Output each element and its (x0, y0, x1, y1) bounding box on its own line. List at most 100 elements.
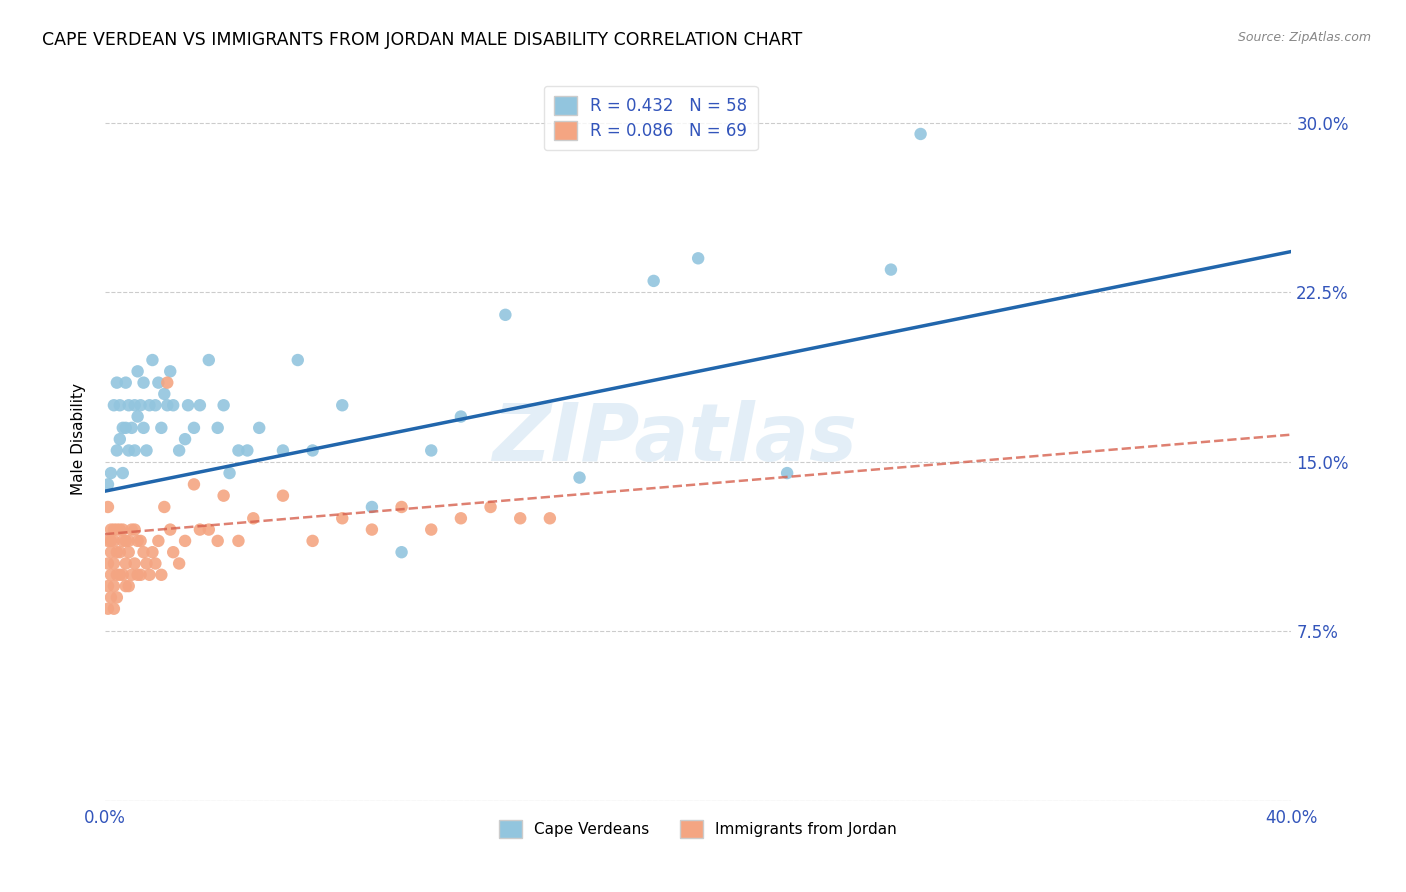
Point (132, 545, 155, 559)
Point (127, 409, 149, 424)
Point (108, 523, 131, 537)
Point (97, 557, 120, 571)
Point (111, 466, 134, 480)
Point (103, 523, 125, 537)
Point (162, 545, 184, 559)
Point (236, 443, 259, 458)
Point (183, 421, 205, 435)
Point (100, 591, 122, 605)
Point (242, 511, 264, 525)
Point (183, 477, 205, 491)
Point (688, 252, 710, 266)
Point (100, 545, 122, 559)
Point (108, 567, 131, 582)
Point (162, 398, 184, 412)
Point (198, 353, 221, 368)
Point (247, 421, 270, 435)
Text: CAPE VERDEAN VS IMMIGRANTS FROM JORDAN MALE DISABILITY CORRELATION CHART: CAPE VERDEAN VS IMMIGRANTS FROM JORDAN M… (42, 31, 803, 49)
Point (450, 511, 472, 525)
Point (103, 579, 125, 593)
Point (103, 533, 125, 548)
Point (420, 443, 443, 458)
Point (167, 557, 190, 571)
Point (118, 533, 141, 548)
Text: Source: ZipAtlas.com: Source: ZipAtlas.com (1237, 31, 1371, 45)
Point (138, 398, 160, 412)
Point (159, 523, 181, 537)
Point (129, 533, 152, 548)
Point (100, 523, 122, 537)
Point (167, 443, 190, 458)
Point (391, 500, 413, 514)
Point (509, 511, 531, 525)
Point (105, 591, 128, 605)
Point (100, 567, 122, 582)
Point (330, 398, 353, 412)
Point (177, 398, 200, 412)
Point (361, 500, 384, 514)
Point (538, 511, 561, 525)
Point (105, 443, 128, 458)
Point (145, 557, 167, 571)
Point (100, 533, 122, 548)
Point (159, 364, 181, 378)
Point (118, 398, 141, 412)
Point (121, 523, 143, 537)
Point (124, 398, 146, 412)
Point (228, 443, 250, 458)
Point (148, 533, 170, 548)
Point (124, 557, 146, 571)
Point (141, 545, 163, 559)
Point (150, 567, 173, 582)
Point (105, 376, 128, 390)
Point (271, 489, 294, 503)
Point (156, 376, 179, 390)
Point (271, 443, 294, 458)
Point (212, 398, 235, 412)
Point (97, 477, 120, 491)
Point (479, 500, 502, 514)
Point (174, 533, 197, 548)
Point (97, 500, 120, 514)
Point (114, 533, 136, 548)
Point (100, 466, 122, 480)
Point (212, 489, 235, 503)
Point (188, 398, 211, 412)
Point (198, 523, 221, 537)
Point (108, 398, 131, 412)
Point (188, 523, 211, 537)
Point (301, 443, 323, 458)
Point (105, 523, 128, 537)
Point (97, 601, 120, 615)
Point (132, 421, 155, 435)
Point (138, 567, 160, 582)
Point (776, 466, 799, 480)
Point (207, 533, 229, 548)
Point (643, 274, 665, 288)
Point (880, 262, 903, 277)
Point (97, 579, 120, 593)
Point (141, 353, 163, 368)
Point (105, 545, 128, 559)
Point (156, 398, 179, 412)
Point (127, 533, 149, 548)
Point (145, 398, 167, 412)
Point (207, 421, 229, 435)
Point (103, 557, 125, 571)
Point (111, 533, 134, 548)
Point (105, 567, 128, 582)
Point (450, 409, 472, 424)
Text: ZIPatlas: ZIPatlas (492, 401, 856, 478)
Point (108, 432, 131, 446)
Point (127, 364, 149, 378)
Point (153, 387, 176, 401)
Point (103, 601, 125, 615)
Point (108, 545, 131, 559)
Point (103, 398, 125, 412)
Point (124, 443, 146, 458)
Point (114, 376, 136, 390)
Point (118, 545, 141, 559)
Point (118, 443, 141, 458)
Point (218, 466, 240, 480)
Point (150, 421, 173, 435)
